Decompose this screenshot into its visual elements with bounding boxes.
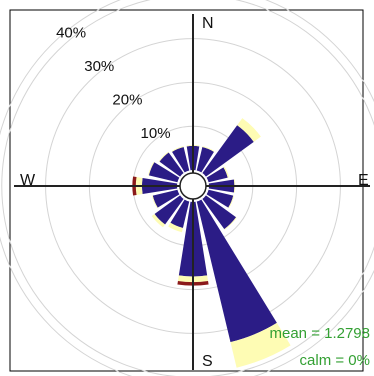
- petal-nw-bin-2: [158, 151, 169, 162]
- ring-labels: 10% 20% 30% 40%: [56, 25, 171, 143]
- compass-label-w: W: [20, 172, 36, 189]
- compass-label-n: N: [202, 15, 214, 32]
- petal-wsw-bin-1: [152, 189, 180, 208]
- petal-wnw-bin-2: [148, 161, 155, 176]
- center-circle: [179, 172, 207, 200]
- petal-se-bin-2: [224, 217, 237, 230]
- petal-ssw-bin-2: [168, 222, 183, 233]
- petal-sw-bin-2: [151, 213, 166, 228]
- compass-label-s: S: [202, 353, 213, 370]
- calm-label: calm = 0%: [300, 352, 370, 369]
- petal-ese-bin-1: [206, 189, 234, 208]
- petal-se-bin-1: [202, 195, 237, 230]
- ring-label-1: 10%: [141, 125, 171, 142]
- petal-ene-bin-1: [206, 167, 228, 183]
- petal-nnw-bin-1: [172, 147, 190, 173]
- petals: [132, 118, 291, 368]
- petal-wsw-bin-2: [151, 195, 158, 209]
- petal-nne-bin-1: [196, 147, 214, 173]
- petal-sw-bin-1: [154, 195, 184, 225]
- petal-ssw-bin-1: [170, 199, 190, 228]
- ring-label-4: 40%: [56, 25, 86, 42]
- petal-nnw-bin-2: [171, 146, 184, 152]
- petal-ese-bin-2: [228, 195, 235, 209]
- petal-wnw-bin-1: [148, 162, 180, 183]
- petal-sse-bin-2: [230, 322, 291, 368]
- ring-label-2: 20%: [112, 92, 142, 109]
- petal-nne-bin-2: [202, 146, 215, 152]
- petal-ene-bin-2: [223, 166, 230, 178]
- petal-ne-bin-1: [202, 125, 254, 177]
- petal-sse-bin-1: [196, 199, 277, 343]
- compass-label-e: E: [358, 172, 369, 189]
- mean-label: mean = 1.2798: [270, 325, 371, 342]
- petal-ne-bin-2: [237, 118, 261, 142]
- ring-label-3: 30%: [84, 58, 114, 75]
- center-hole: [179, 172, 207, 200]
- petal-nw-bin-1: [159, 152, 184, 177]
